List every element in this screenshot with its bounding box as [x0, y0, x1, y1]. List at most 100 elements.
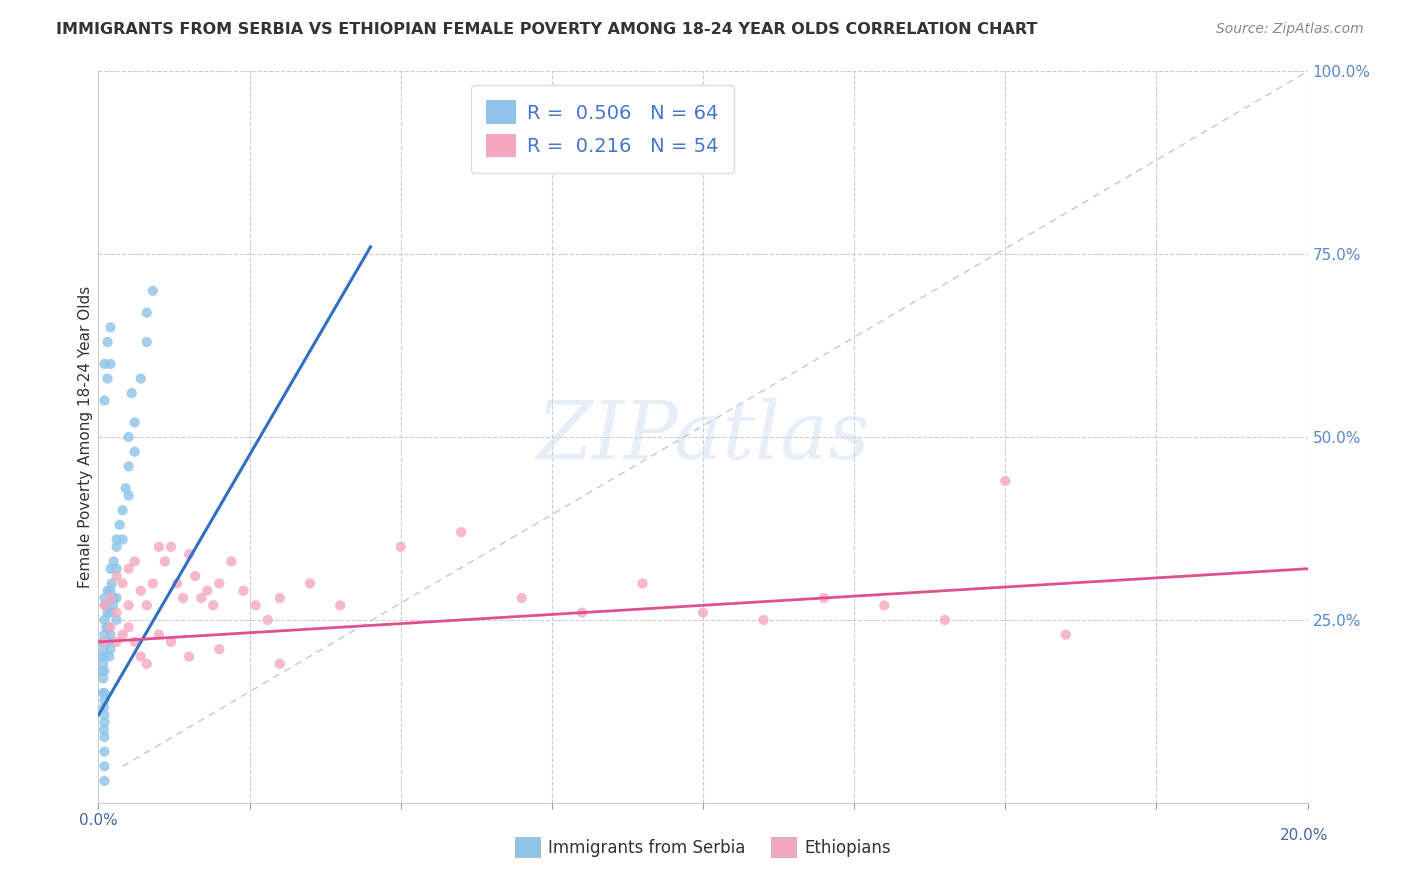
Point: [100, 591, 122, 605]
Point: [90, 649, 112, 664]
Point: [96, 635, 118, 649]
Text: 20.0%: 20.0%: [1281, 828, 1329, 843]
Point: [100, 576, 122, 591]
Point: [100, 620, 122, 634]
Point: [1054, 627, 1077, 641]
Point: [142, 284, 165, 298]
Point: [752, 613, 775, 627]
Point: [153, 554, 176, 568]
Point: [93, 715, 115, 730]
Point: [121, 386, 143, 401]
Point: [129, 649, 152, 664]
Point: [93, 708, 115, 723]
Point: [160, 635, 183, 649]
Point: [93, 745, 115, 759]
Point: [135, 599, 157, 613]
Point: [93, 642, 115, 657]
Point: [934, 613, 956, 627]
Point: [114, 481, 136, 495]
Point: [91, 672, 114, 686]
Point: [111, 627, 134, 641]
Point: [135, 334, 157, 349]
Text: IMMIGRANTS FROM SERBIA VS ETHIOPIAN FEMALE POVERTY AMONG 18-24 YEAR OLDS CORRELA: IMMIGRANTS FROM SERBIA VS ETHIOPIAN FEMA…: [56, 22, 1038, 37]
Point: [96, 371, 118, 385]
Point: [105, 533, 128, 547]
Point: [135, 657, 157, 671]
Point: [124, 554, 146, 568]
Point: [118, 489, 141, 503]
Point: [93, 627, 115, 641]
Point: [245, 599, 267, 613]
Point: [269, 657, 291, 671]
Point: [100, 606, 122, 620]
Point: [93, 635, 115, 649]
Point: [98, 649, 121, 664]
Point: [93, 723, 115, 737]
Point: [208, 576, 231, 591]
Point: [91, 635, 114, 649]
Point: [135, 306, 157, 320]
Point: [118, 562, 141, 576]
Point: [93, 759, 115, 773]
Point: [118, 599, 141, 613]
Point: [631, 576, 654, 591]
Point: [142, 576, 165, 591]
Point: [94, 599, 117, 613]
Point: [91, 686, 114, 700]
Point: [148, 627, 170, 641]
Point: [208, 642, 231, 657]
Point: [93, 591, 115, 605]
Point: [105, 591, 128, 605]
Point: [103, 554, 125, 568]
Point: [93, 686, 115, 700]
Point: [105, 635, 128, 649]
Point: [813, 591, 835, 605]
Point: [105, 562, 128, 576]
Point: [100, 320, 122, 334]
Text: Source: ZipAtlas.com: Source: ZipAtlas.com: [1216, 22, 1364, 37]
Point: [179, 649, 201, 664]
Point: [873, 599, 896, 613]
Point: [93, 393, 115, 408]
Point: [118, 620, 141, 634]
Point: [118, 430, 141, 444]
Point: [118, 459, 141, 474]
Point: [129, 371, 152, 385]
Point: [329, 599, 352, 613]
Point: [124, 416, 146, 430]
Point: [299, 576, 322, 591]
Point: [93, 700, 115, 714]
Point: [232, 583, 254, 598]
Point: [124, 444, 146, 458]
Point: [994, 474, 1017, 488]
Point: [184, 569, 207, 583]
Point: [108, 517, 131, 532]
Point: [100, 562, 122, 576]
Point: [96, 583, 118, 598]
Point: [97, 620, 120, 634]
Point: [101, 599, 124, 613]
Point: [256, 613, 278, 627]
Point: [111, 503, 134, 517]
Point: [195, 583, 218, 598]
Point: [179, 547, 201, 561]
Point: [96, 620, 118, 634]
Point: [124, 635, 146, 649]
Point: [103, 591, 125, 605]
Point: [93, 730, 115, 744]
Point: [100, 627, 122, 641]
Point: [129, 583, 152, 598]
Point: [93, 357, 115, 371]
Point: [93, 664, 115, 678]
Point: [190, 591, 212, 605]
Point: [111, 576, 134, 591]
Point: [221, 554, 243, 568]
Point: [100, 583, 122, 598]
Point: [96, 606, 118, 620]
Point: [105, 613, 128, 627]
Point: [389, 540, 412, 554]
Point: [111, 533, 134, 547]
Point: [93, 599, 115, 613]
Point: [202, 599, 225, 613]
Point: [105, 569, 128, 583]
